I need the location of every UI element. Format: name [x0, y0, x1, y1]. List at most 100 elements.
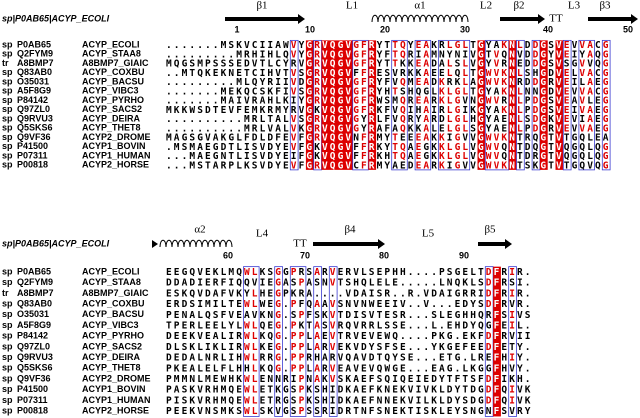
accession: A5F8G9: [17, 86, 51, 96]
protein-name: ACYP_DEIRA: [82, 113, 141, 123]
structure-label: α2: [194, 224, 205, 236]
residue-number: 90: [459, 250, 469, 260]
structure-label: TT: [293, 238, 307, 250]
similarity-frame: [562, 39, 572, 171]
accession: A8BMP7: [17, 58, 54, 68]
accession: Q9VF36: [17, 373, 51, 383]
residue-number: 70: [300, 250, 310, 260]
accession: Q97ZL0: [17, 104, 50, 114]
similarity-frame: [508, 266, 517, 417]
identity-block: [555, 40, 564, 170]
identity-block: [321, 40, 353, 170]
protein-name: ACYP_ECOLI: [82, 266, 140, 276]
protein-name: ACYP_ECOLI: [82, 39, 140, 49]
database: sp: [2, 132, 13, 142]
residue-number: 50: [623, 24, 633, 34]
database: sp: [2, 363, 13, 373]
protein-name: ACYP_BACSU: [82, 309, 144, 319]
similarity-frame: [578, 39, 595, 171]
accession: Q97ZL0: [17, 341, 50, 351]
database: sp: [2, 395, 13, 405]
strand-arrow: [313, 239, 385, 249]
protein-name: ACYP2_HORSE: [82, 405, 149, 415]
similarity-frame: [274, 266, 283, 417]
accession: P07311: [17, 395, 48, 405]
strand-arrow: [225, 14, 305, 24]
database: sp: [2, 298, 13, 308]
database: sp: [2, 309, 13, 319]
database: sp: [2, 86, 13, 96]
helix-coil: [371, 14, 469, 23]
protein-name: ACYP_THET8: [82, 363, 141, 373]
residue-number: 30: [460, 24, 470, 34]
database: sp: [2, 104, 13, 114]
database: sp: [2, 67, 13, 77]
similarity-frame: [313, 266, 322, 417]
accession: A8BMP7: [17, 288, 54, 298]
database: sp: [2, 277, 13, 287]
accession: Q5SKS6: [17, 123, 53, 133]
similarity-frame: [289, 266, 307, 417]
identity-block: [493, 266, 501, 417]
database: sp: [2, 123, 13, 133]
similarity-frame: [531, 39, 541, 171]
protein-name: A8BMP7_GIAIC: [82, 288, 149, 298]
similarity-frame: [243, 266, 260, 417]
similarity-frame: [601, 39, 611, 171]
database: sp: [2, 405, 13, 415]
structure-label: L5: [422, 228, 435, 240]
protein-name: ACYP1_HUMAN: [82, 150, 151, 160]
accession: Q83AB0: [17, 298, 52, 308]
accession: P84142: [17, 331, 48, 341]
helix-start: [152, 240, 158, 248]
database: sp: [2, 352, 13, 362]
structure-label: L1: [346, 0, 358, 12]
identity-block: [368, 40, 377, 170]
accession: O35031: [17, 76, 49, 86]
database: sp: [2, 384, 13, 394]
accession: P84142: [17, 95, 48, 105]
protein-name: ACYP_PYRHO: [82, 331, 144, 341]
protein-name: ACYP2_DROME: [82, 132, 151, 142]
accession: P00818: [17, 405, 48, 415]
accession: P41500: [17, 141, 48, 151]
protein-name: ACYP_STAA8: [82, 277, 141, 287]
database: sp: [2, 160, 13, 170]
database: sp: [2, 331, 13, 341]
structure-label: β3: [599, 0, 611, 12]
reference-label: sp|P0AB65|ACYP_ECOLI: [2, 238, 110, 248]
accession: Q2FYM9: [17, 49, 53, 59]
structure-label: L4: [256, 228, 269, 240]
accession: Q5SKS6: [17, 363, 53, 373]
database: sp: [2, 113, 13, 123]
database: sp: [2, 39, 13, 49]
residue-number: 10: [305, 24, 315, 34]
identity-block: [305, 40, 314, 170]
strand-arrow: [588, 14, 638, 24]
protein-name: ACYP2_HORSE: [82, 160, 149, 170]
similarity-frame: [391, 39, 408, 171]
protein-name: ACYP_THET8: [82, 123, 141, 133]
similarity-frame: [484, 266, 494, 417]
